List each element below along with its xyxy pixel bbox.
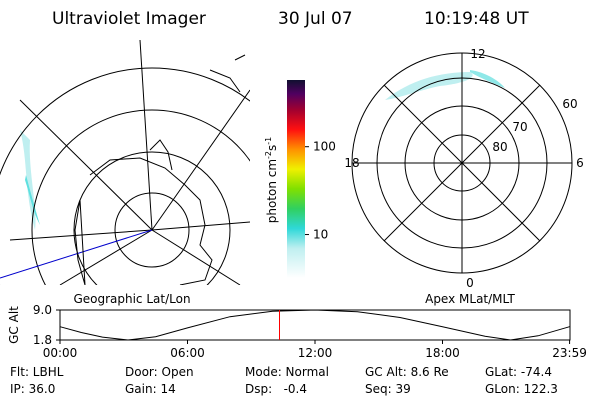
y-axis-label: GC Alt [7, 306, 21, 344]
info-field: Dsp: -0.4 [245, 382, 307, 396]
info-field: GLon: 122.3 [485, 382, 558, 396]
panel-label: Apex MLat/MLT [425, 292, 515, 306]
info-field: Door: Open [125, 365, 194, 379]
colorbar-tick-label: 100 [313, 140, 336, 154]
mlt-label: 12 [470, 47, 485, 61]
mlat-label: 70 [512, 120, 527, 134]
altitude-line [59, 309, 570, 341]
x-tick-label: 12:00 [298, 346, 333, 360]
x-tick-label: 23:59 [552, 346, 587, 360]
mlat-label: 60 [562, 97, 577, 111]
x-tick-label: 18:00 [425, 346, 460, 360]
y-tick-label: 9.0 [33, 303, 52, 317]
x-tick-label: 00:00 [43, 346, 78, 360]
mlt-label: 18 [344, 156, 359, 170]
geographic-map [0, 40, 250, 285]
altitude-frame [59, 309, 571, 341]
date: 30 Jul 07 [278, 9, 353, 29]
time: 10:19:48 UT [424, 9, 529, 29]
magnetic-map [351, 52, 573, 274]
y-tick-label: 1.8 [33, 333, 52, 347]
info-field: Mode: Normal [245, 365, 329, 379]
colorbar-unit: photon cm-2s-1 [264, 137, 279, 224]
info-field: Gain: 14 [125, 382, 176, 396]
info-field: Seq: 39 [365, 382, 411, 396]
mlat-label: 80 [492, 140, 507, 154]
info-field: IP: 36.0 [10, 382, 55, 396]
x-tick-label: 06:00 [170, 346, 205, 360]
mlt-label: 0 [466, 276, 474, 290]
panel-label: Geographic Lat/Lon [73, 292, 190, 306]
info-field: GLat: -74.4 [485, 365, 552, 379]
info-field: Flt: LBHL [10, 365, 64, 379]
colorbar-tick-label: 10 [313, 228, 328, 242]
mlt-label: 6 [576, 156, 584, 170]
colorbar [287, 80, 305, 278]
title: Ultraviolet Imager [52, 9, 206, 29]
info-field: GC Alt: 8.6 Re [365, 365, 449, 379]
